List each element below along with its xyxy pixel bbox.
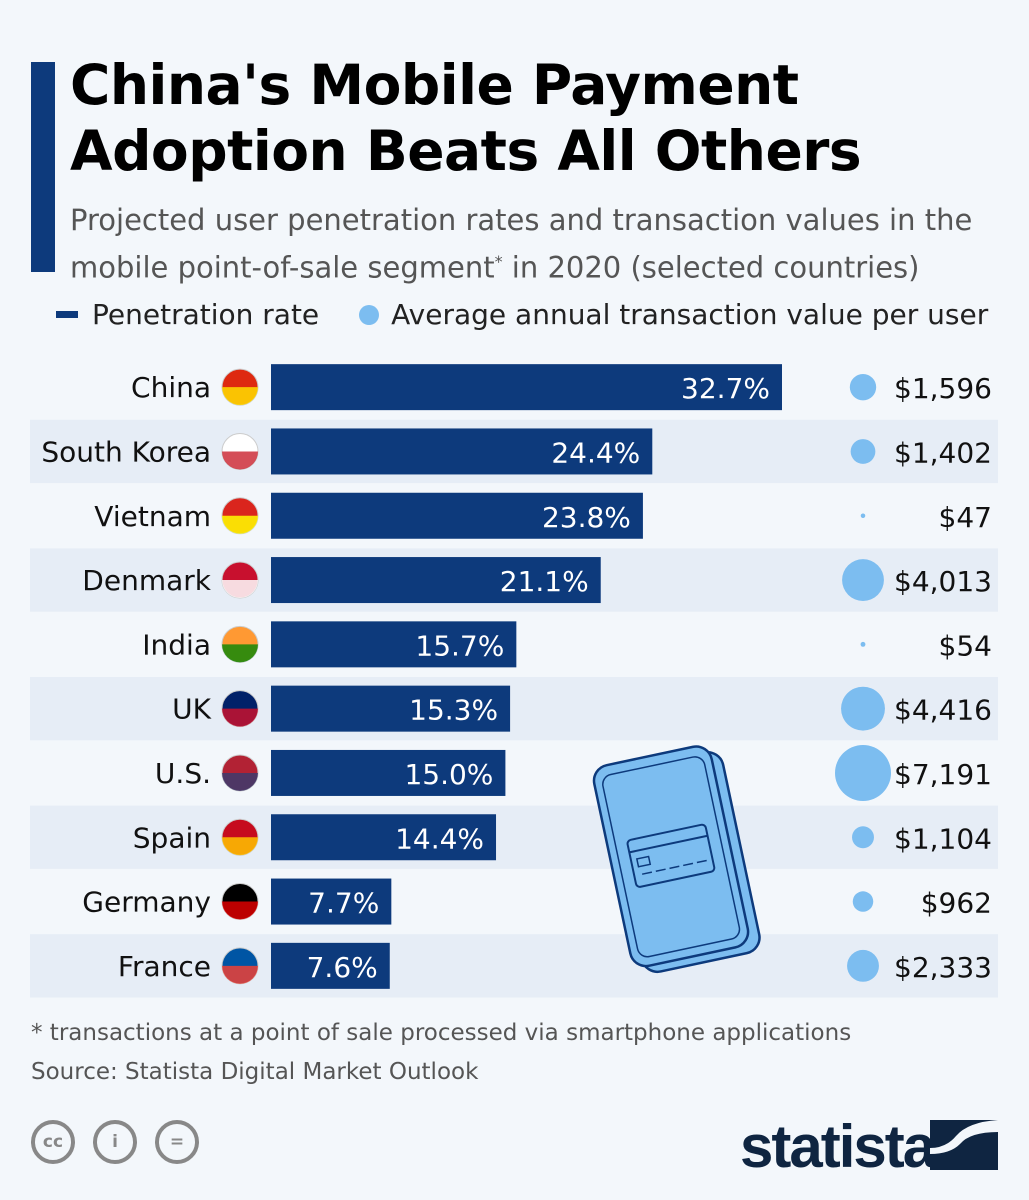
bar-value-label: 15.3% [409,694,498,727]
bar-value-label: 7.6% [307,951,378,984]
bar-value-label: 14.4% [395,822,484,855]
row-stripe [30,934,998,998]
bar [271,878,392,925]
bar-value-label: 24.4% [551,436,640,469]
india-flag-icon [221,625,259,663]
france-flag-icon [221,947,259,985]
bubble [842,559,884,601]
bar-value-label: 15.7% [415,629,504,662]
category-label: France [118,950,211,983]
legend-bar-swatch [56,311,78,318]
bubble [860,513,866,519]
bubble-value-label: $47 [939,501,992,534]
bubble-value-label: $1,402 [894,436,992,469]
bubble [852,826,874,849]
category-label: Vietnam [94,500,211,533]
category-label: Denmark [82,564,211,597]
category-label: U.S. [155,757,211,790]
legend-penetration-label: Penetration rate [92,298,320,331]
bubble-value-label: $4,416 [894,694,992,727]
denmark-flag-icon [221,561,259,599]
legend: Penetration rate Average annual transact… [56,298,988,331]
category-label: UK [172,693,211,726]
germany-flag-icon [221,883,259,921]
us-flag-icon [221,754,259,792]
bubble [860,641,866,647]
uk-flag-icon [221,690,259,728]
bar [271,942,390,989]
bar [271,428,653,475]
bubble [852,891,874,912]
category-label: Germany [82,886,211,919]
category-label: India [142,628,211,661]
bubble [847,949,879,982]
chart-title: China's Mobile Payment Adoption Beats Al… [70,52,862,184]
phone-illustration-icon [592,745,761,974]
attribution-icon[interactable]: i [93,1120,137,1164]
bar [271,364,782,411]
legend-bubble-swatch [359,304,380,325]
row-stripe [30,677,998,741]
no-derivatives-icon[interactable]: = [155,1120,199,1164]
bubble-value-label: $7,191 [894,758,992,791]
source: Source: Statista Digital Market Outlook [31,1059,479,1085]
bubble [841,686,885,731]
south-korea-flag-icon [221,432,259,470]
subtitle-text-end: in 2020 (selected countries) [502,250,920,285]
cc-icon[interactable]: cc [31,1120,75,1164]
title-line-1: China's Mobile Payment [70,53,799,117]
bar-value-label: 21.1% [500,565,589,598]
bubble [835,744,891,801]
bubble-value-label: $962 [921,887,992,920]
bar [271,621,517,668]
legend-transaction-label: Average annual transaction value per use… [391,298,989,331]
china-flag-icon [221,368,259,406]
statista-logo[interactable]: statista [740,1113,936,1180]
bar-value-label: 15.0% [404,758,493,791]
bubble-value-label: $54 [939,629,992,662]
bubble-value-label: $4,013 [894,565,992,598]
bar [271,814,497,861]
bar-value-label: 32.7% [681,372,770,405]
category-label: South Korea [41,435,211,468]
bubble [850,439,876,464]
bar [271,749,506,796]
footnote: * transactions at a point of sale proces… [31,1020,852,1046]
bar-value-label: 23.8% [542,501,631,534]
bar [271,685,511,732]
bar-value-label: 7.7% [308,887,379,920]
statista-logo-mark-icon [930,1120,998,1170]
vietnam-flag-icon [221,497,259,535]
bubble-value-label: $1,596 [894,372,992,405]
chart-subtitle: Projected user penetration rates and tra… [70,200,1010,289]
bubble-value-label: $1,104 [894,822,992,855]
subtitle-footnote-marker: * [494,252,503,271]
subtitle-text: Projected user penetration rates and tra… [70,203,973,285]
title-line-2: Adoption Beats All Others [70,119,862,183]
spain-flag-icon [221,818,259,856]
category-label: China [131,371,211,404]
chart-area: China 32.7% $1,596 South Korea 24.4% $1,402 Vi… [30,364,998,998]
category-label: Spain [133,821,211,854]
bar [271,492,643,539]
row-stripe [30,805,998,869]
bar [271,557,601,604]
title-accent-bar [31,62,55,272]
bubble-value-label: $2,333 [894,951,992,984]
bubble [849,373,877,401]
